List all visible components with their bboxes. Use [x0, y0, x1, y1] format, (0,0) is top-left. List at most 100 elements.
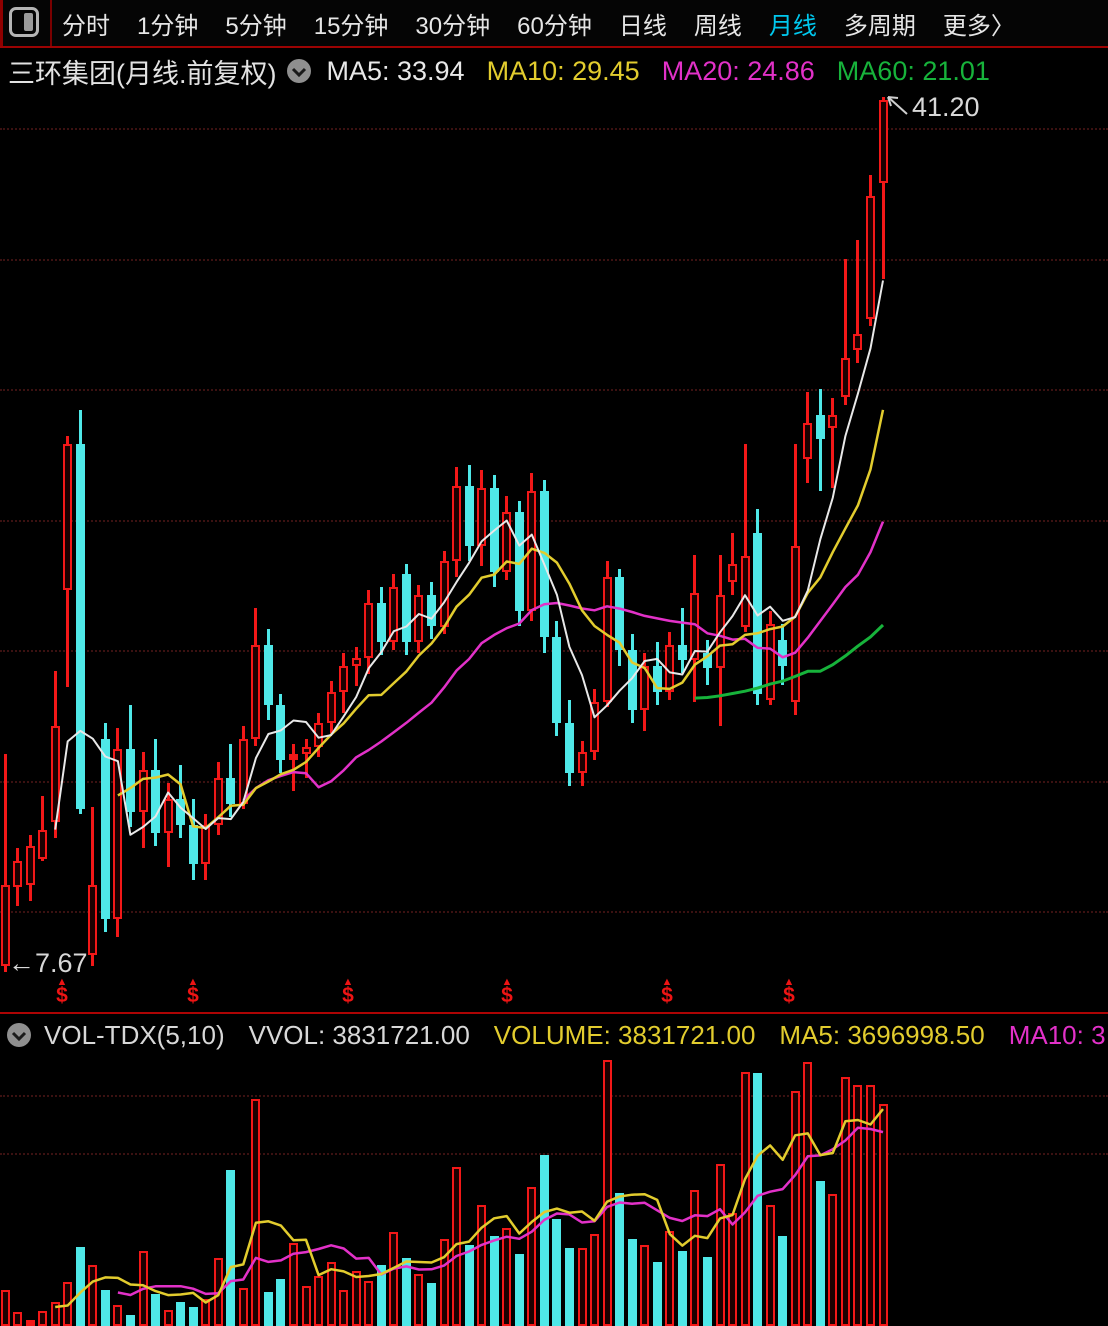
candle-body	[351, 657, 361, 666]
dollar-icon: $	[56, 984, 68, 1007]
volume-bar	[489, 1236, 499, 1326]
candle-body	[765, 623, 775, 700]
volume-bar	[163, 1310, 173, 1326]
price-gridline	[0, 519, 1108, 522]
dividend-marker-icon[interactable]: ▲ $	[494, 977, 520, 1007]
toolbar-separator	[50, 0, 52, 46]
candle-body	[728, 563, 737, 583]
chevron-down-icon[interactable]	[6, 1022, 32, 1048]
candle-wick	[831, 398, 835, 489]
candle-body	[489, 488, 499, 572]
dividend-marker-icon[interactable]: ▲ $	[180, 977, 206, 1007]
sidebar-toggle-icon[interactable]	[9, 7, 39, 37]
candle-body	[88, 884, 98, 956]
volume-bar	[88, 1265, 98, 1326]
volume-bar	[803, 1062, 813, 1326]
tab-日线[interactable]: 日线	[618, 12, 667, 40]
candle-body	[878, 99, 888, 183]
volume-bar	[640, 1245, 650, 1326]
volume-bar	[100, 1290, 110, 1326]
volume-bar	[665, 1230, 675, 1326]
tab-60分钟[interactable]: 60分钟	[517, 12, 592, 40]
candle-body	[840, 357, 850, 397]
volume-bar	[125, 1315, 135, 1326]
candle-body	[289, 754, 298, 760]
tab-5分钟[interactable]: 5分钟	[225, 12, 287, 40]
tab-月线[interactable]: 月线	[768, 12, 817, 40]
volume-bar	[251, 1099, 261, 1326]
tab-更多〉[interactable]: 更多〉	[942, 12, 1015, 40]
volume-bar	[853, 1084, 863, 1326]
up-arrow-icon: ▲	[661, 976, 673, 988]
dividend-marker-icon[interactable]: ▲ $	[776, 977, 802, 1007]
volume-bar	[276, 1279, 286, 1326]
candle-body	[539, 490, 549, 637]
volume-bar	[50, 1302, 60, 1326]
volume-bar	[840, 1077, 850, 1326]
candle-body	[778, 639, 788, 666]
volume-bar	[339, 1290, 349, 1326]
volume-bar	[702, 1256, 712, 1326]
volume-indicator: VOL-TDX(5,10)	[44, 1019, 225, 1050]
dividend-marker-icon[interactable]: ▲ $	[49, 977, 75, 1007]
ma-indicator: MA60: 21.01	[836, 55, 990, 86]
volume-bar	[502, 1227, 512, 1326]
candle-body	[201, 824, 211, 864]
candle-body	[866, 195, 875, 319]
volume-indicator: MA5: 3696998.50	[779, 1019, 985, 1050]
volume-bar	[815, 1181, 825, 1326]
candle-body	[803, 422, 813, 460]
candle-body	[276, 704, 286, 760]
chevron-down-icon[interactable]	[286, 58, 312, 84]
chart-header: 三环集团(月线.前复权) MA5: 33.94 MA10: 29.45 MA20: …	[8, 52, 1108, 90]
pane-separator-line	[0, 1012, 1108, 1014]
toolbar-left-border	[0, 0, 3, 46]
volume-bar	[728, 1213, 737, 1326]
volume-bar	[401, 1257, 411, 1326]
tab-15分钟[interactable]: 15分钟	[313, 12, 389, 40]
volume-bar	[564, 1247, 574, 1326]
price-gridline	[0, 389, 1108, 391]
candle-body	[828, 415, 838, 429]
volume-bar	[75, 1247, 85, 1326]
candle-body	[627, 650, 637, 710]
ma-indicator-values: MA5: 33.94 MA10: 29.45 MA20: 24.86 MA60: 21…	[326, 56, 989, 87]
candle-body	[464, 485, 474, 546]
volume-gridline	[0, 1152, 1108, 1155]
candle-body	[125, 749, 135, 812]
tab-多周期[interactable]: 多周期	[843, 12, 916, 40]
tab-分时[interactable]: 分时	[62, 12, 110, 40]
dividend-marker-icon[interactable]: ▲ $	[654, 976, 680, 1007]
candle-body	[238, 738, 248, 804]
tab-1分钟[interactable]: 1分钟	[137, 12, 199, 40]
volume-bar	[765, 1204, 775, 1326]
candle-body	[477, 488, 487, 546]
candle-body	[414, 595, 424, 643]
volume-bar	[878, 1104, 888, 1326]
candle-body	[263, 644, 273, 705]
price-gridline	[0, 911, 1108, 913]
candle-wick	[818, 389, 822, 491]
volume-bar	[452, 1167, 461, 1326]
volume-bar	[753, 1073, 763, 1326]
candle-body	[339, 665, 349, 692]
volume-bar	[527, 1187, 537, 1326]
candle-body	[790, 545, 800, 703]
candle-wick	[680, 608, 684, 674]
dividend-marker-icon[interactable]: ▲ $	[335, 977, 361, 1007]
candle-body	[690, 592, 700, 661]
candle-body	[389, 587, 399, 643]
price-gridline	[0, 128, 1108, 130]
candle-body	[301, 746, 311, 755]
volume-bar	[238, 1287, 248, 1326]
candle-body	[113, 749, 123, 919]
candle-body	[364, 603, 374, 658]
volume-bar	[314, 1275, 324, 1326]
candle-body	[188, 824, 198, 864]
tab-周线[interactable]: 周线	[693, 12, 742, 40]
tab-30分钟[interactable]: 30分钟	[415, 12, 491, 40]
volume-bar	[138, 1251, 148, 1326]
dollar-icon: $	[501, 984, 513, 1007]
candle-body	[640, 665, 650, 711]
